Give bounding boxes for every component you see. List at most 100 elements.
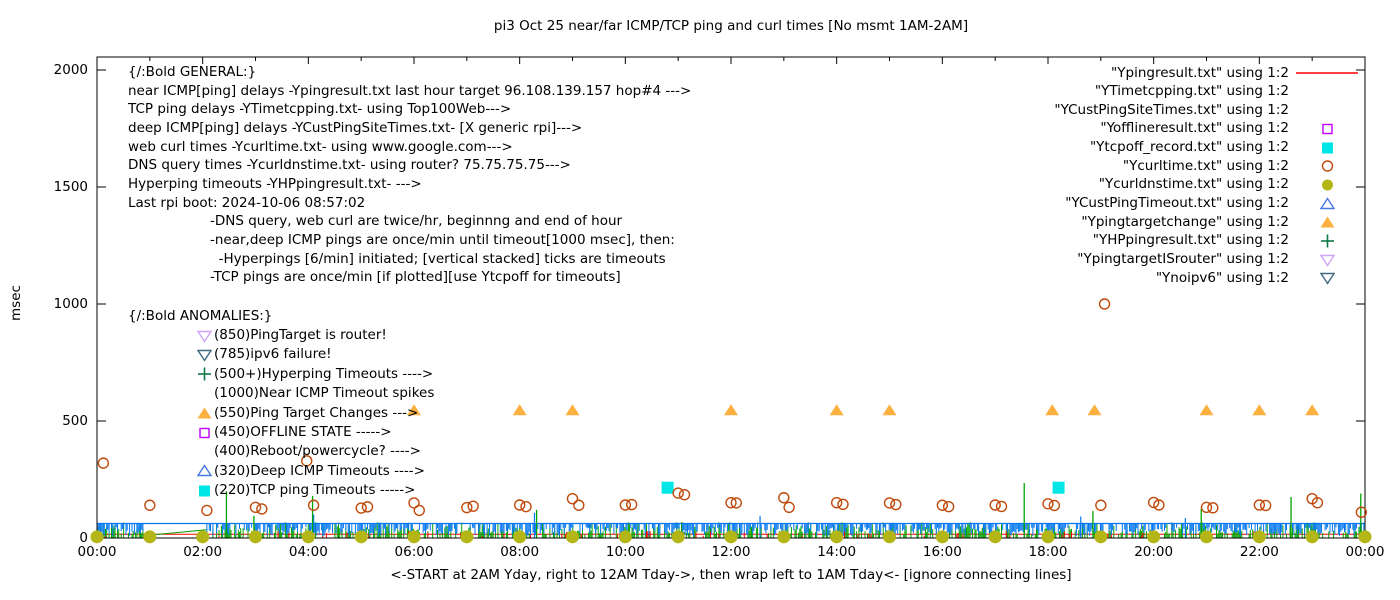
general-line: deep ICMP[ping] delays -YCustPingSiteTim… [128,119,583,136]
general-header: {/:Bold GENERAL:} [128,64,257,80]
anomaly-item: (320)Deep ICMP Timeouts ----> [197,463,425,479]
general-line: web curl times -Ycurltime.txt- using www… [128,138,513,155]
legend-label: "YCustPingSiteTimes.txt" using 1:2 [1054,101,1289,118]
general-line: DNS query times -Ycurldnstime.txt- using… [128,157,571,174]
series-circle-open [97,298,1368,518]
legend-triangle-down-open-icon [1289,252,1365,267]
y-tick-label: 0 [79,530,88,546]
anomaly-item: (550)Ping Target Changes ---> [197,405,418,421]
legend-entry: "YTimetcpping.txt" using 1:2 [600,82,1365,101]
legend-label: "YTimetcpping.txt" using 1:2 [1094,83,1289,100]
square-open-icon [197,425,214,440]
x-tick-label: 04:00 [288,544,328,560]
legend-entry: "YCustPingSiteTimes.txt" using 1:2 [600,100,1365,119]
anomaly-item: (500+)Hyperping Timeouts ----> [197,366,433,382]
general-note: -Hyperpings [6/min] initiated; [vertical… [210,250,666,267]
x-tick-label: 16:00 [922,544,962,560]
legend-label: "Ycurltime.txt" using 1:2 [1122,157,1289,174]
anomaly-text: (220)TCP ping Timeouts -----> [214,482,416,499]
series-circle-filled [90,530,1372,544]
general-line: TCP ping delays -YTimetcpping.txt- using… [128,101,512,118]
x-tick-label: 02:00 [183,544,223,560]
anomaly-item: (1000)Near ICMP Timeout spikes [197,385,434,401]
anomaly-text: (320)Deep ICMP Timeouts ----> [214,462,425,479]
legend-label: "Ynoipv6" using 1:2 [1155,269,1289,286]
legend-line-sample [1289,67,1365,79]
x-tick-label: 22:00 [1239,544,1279,560]
legend-entry: "Ypingtargetchange" using 1:2 [600,212,1365,231]
general-note: -DNS query, web curl are twice/hr, begin… [210,213,623,230]
x-tick-label: 18:00 [1028,544,1068,560]
legend-entry: "YHPpingresult.txt" using 1:2 [600,231,1365,250]
anomaly-item: (450)OFFLINE STATE -----> [197,424,392,440]
legend-entry: "Ypingresult.txt" using 1:2 [600,63,1365,82]
anomaly-text: (500+)Hyperping Timeouts ----> [214,365,434,382]
square-filled-icon [197,483,214,498]
series-square-filled [661,481,1065,494]
legend-entry: "YpingtargetISrouter" using 1:2 [600,250,1365,269]
legend-label: "YpingtargetISrouter" using 1:2 [1077,251,1289,267]
anomalies-header: {/:Bold ANOMALIES:} [128,308,273,324]
anomaly-text: (450)OFFLINE STATE -----> [214,424,392,440]
x-tick-label: 12:00 [711,544,751,560]
triangle-up-filled-icon [197,405,214,420]
anomaly-text: (400)Reboot/powercycle? ----> [214,443,421,460]
anomaly-item: (850)PingTarget is router! [197,327,387,343]
legend-triangle-up-filled-icon [1289,214,1365,229]
legend-label: "YCustPingTimeout.txt" using 1:2 [1065,195,1289,212]
legend-circle-filled-icon [1289,177,1365,192]
x-tick-label: 08:00 [500,544,540,560]
legend-label: "Ypingtargetchange" using 1:2 [1081,213,1289,230]
x-tick-label: 06:00 [394,544,434,560]
y-tick-label: 1500 [53,179,88,195]
legend-label: "Ypingresult.txt" using 1:2 [1111,64,1289,81]
legend-triangle-up-open-icon [1289,196,1365,211]
general-line: Last rpi boot: 2024-10-06 08:57:02 [128,194,366,211]
legend-circle-open-icon [1289,158,1365,173]
x-tick-label: 10:00 [605,544,645,560]
anomaly-text: (850)PingTarget is router! [214,327,387,343]
legend-square-filled-icon [1289,140,1365,155]
general-note: -near,deep ICMP pings are once/min until… [210,231,675,248]
chart-title: pi3 Oct 25 near/far ICMP/TCP ping and cu… [493,18,969,34]
legend-entry: "Ycurltime.txt" using 1:2 [600,156,1365,175]
anomaly-text: (785)ipv6 failure! [214,346,332,363]
triangle-down-open-icon [197,328,214,343]
legend-label: "Ycurldnstime.txt" using 1:2 [1098,176,1289,193]
triangle-down-open-icon [197,347,214,362]
x-tick-label: 14:00 [817,544,857,560]
legend-undefined-icon [1289,102,1365,117]
legend-entry: "Ytcpoff_record.txt" using 1:2 [600,138,1365,157]
x-tick-label: 00:00 [1345,544,1385,560]
legend-entry: "YCustPingTimeout.txt" using 1:2 [600,194,1365,213]
legend-square-open-icon [1289,121,1365,136]
y-tick-label: 500 [62,413,88,429]
anomaly-item: (220)TCP ping Timeouts -----> [197,482,416,498]
series-triangle-up-filled [407,404,1320,416]
y-tick-label: 2000 [53,62,88,78]
x-axis-title: <-START at 2AM Yday, right to 12AM Tday-… [390,567,1072,583]
anomaly-text: (550)Ping Target Changes ---> [214,404,419,421]
x-tick-label: 20:00 [1134,544,1174,560]
legend-plus-icon [1289,233,1365,248]
general-note: -TCP pings are once/min [if plotted][use… [210,269,621,286]
legend-entry: "Ynoipv6" using 1:2 [600,268,1365,287]
legend-label: "Ytcpoff_record.txt" using 1:2 [1089,139,1289,156]
legend-entry: "Ycurldnstime.txt" using 1:2 [600,175,1365,194]
anomaly-item: (785)ipv6 failure! [197,346,332,362]
legend-triangle-down-open-icon [1289,270,1365,285]
legend-entry: "Yofflineresult.txt" using 1:2 [600,119,1365,138]
y-tick-label: 1000 [53,296,88,312]
x-tick-label: 00:00 [77,544,117,560]
general-line: Hyperping timeouts -YHPpingresult.txt- -… [128,175,422,192]
plus-icon [197,366,214,381]
anomaly-item: (400)Reboot/powercycle? ----> [197,443,421,459]
legend-label: "YHPpingresult.txt" using 1:2 [1092,232,1289,249]
legend-undefined-icon [1289,84,1365,99]
anomaly-text: (1000)Near ICMP Timeout spikes [214,385,435,402]
legend-label: "Yofflineresult.txt" using 1:2 [1100,120,1289,137]
general-line: near ICMP[ping] delays -Ypingresult.txt … [128,82,692,99]
triangle-up-open-icon [197,463,214,478]
